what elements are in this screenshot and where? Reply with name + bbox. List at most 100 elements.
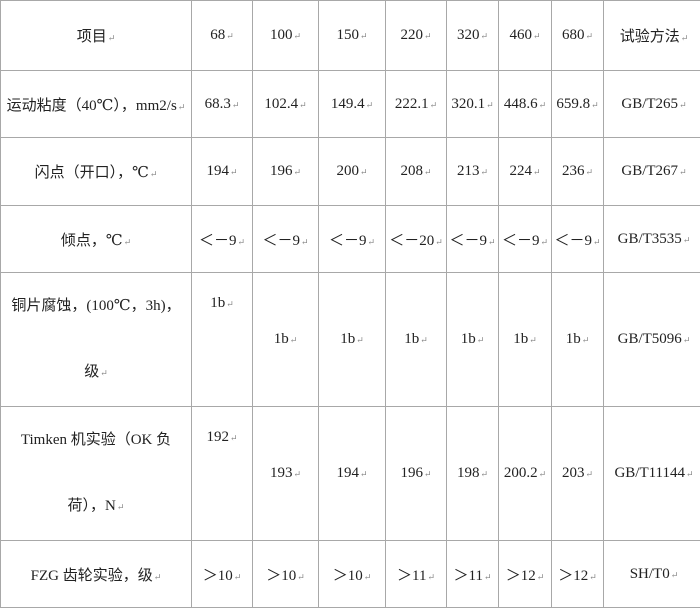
table-row: 铜片腐蚀，(100℃，3h)，级 1b 1b 1b 1b 1b 1b 1b GB/T5096 [0, 272, 700, 407]
row-label: Timken 机实验（OK 负荷），N [0, 406, 192, 541]
header-cell: 试验方法 [603, 0, 700, 71]
method-cell: GB/T11144 [603, 406, 700, 541]
value-cell: ＜－9 [551, 205, 604, 273]
method-cell: GB/T3535 [603, 205, 700, 273]
value-cell: 194 [191, 137, 253, 206]
value-cell-text: ＞11 [454, 568, 492, 584]
method-cell-text: GB/T5096 [618, 331, 691, 347]
value-cell: 194 [318, 406, 386, 541]
row-label-text: 运动粘度（40℃），mm2/s [7, 98, 186, 114]
row-label: 倾点，℃ [0, 205, 192, 273]
value-cell: ＜－20 [385, 205, 447, 273]
header-cell: 100 [252, 0, 319, 71]
value-cell: ＞12 [551, 540, 604, 608]
value-cell-text: 236 [562, 163, 593, 179]
method-cell-text: GB/T11144 [614, 465, 693, 481]
value-cell-text: ＜－9 [199, 233, 245, 249]
value-cell-text: 208 [400, 163, 431, 179]
value-cell-text: 196 [270, 163, 301, 179]
row-label-text: Timken 机实验（OK 负荷），N [21, 432, 171, 514]
table-row: 倾点，℃ ＜－9 ＜－9 ＜－9 ＜－20 ＜－9 ＜－9 ＜－9 GB/T3535 [0, 205, 700, 273]
row-label: 闪点（开口），℃ [0, 137, 192, 206]
value-cell-text: 203 [562, 465, 593, 481]
value-cell: 659.8 [551, 70, 604, 138]
value-cell-text: 1b [210, 295, 234, 311]
value-cell-text: ＜－9 [329, 233, 375, 249]
header-cell: 680 [551, 0, 604, 71]
value-cell: ＜－9 [252, 205, 319, 273]
value-cell: 208 [385, 137, 447, 206]
method-cell: GB/T265 [603, 70, 700, 138]
value-cell: ＞10 [191, 540, 253, 608]
row-label: 运动粘度（40℃），mm2/s [0, 70, 192, 138]
value-cell: 224 [498, 137, 552, 206]
header-row: 项目 68 100 150 220 320 460 680 试验方法 [0, 0, 700, 71]
value-cell-text: ＞12 [558, 568, 597, 584]
value-cell-text: ＞11 [397, 568, 435, 584]
value-cell: ＜－9 [446, 205, 499, 273]
value-cell-text: 102.4 [264, 96, 306, 112]
header-cell: 项目 [0, 0, 192, 71]
value-cell-text: ＞10 [266, 568, 305, 584]
method-cell-text: SH/T0 [630, 566, 679, 582]
value-cell-text: 198 [457, 465, 488, 481]
value-cell-text: ＞10 [333, 568, 372, 584]
row-label-text: 倾点，℃ [61, 233, 131, 249]
method-cell-text: GB/T267 [621, 163, 686, 179]
value-cell: 149.4 [318, 70, 386, 138]
value-cell: 192 [191, 406, 253, 541]
value-cell-text: ＞12 [506, 568, 545, 584]
value-cell-text: 1b [274, 331, 298, 347]
value-cell: 448.6 [498, 70, 552, 138]
value-cell-text: 196 [400, 465, 431, 481]
value-cell: ＜－9 [191, 205, 253, 273]
value-cell-text: ＜－9 [262, 233, 308, 249]
header-cell: 320 [446, 0, 499, 71]
row-label-text: FZG 齿轮实验，级 [31, 568, 162, 584]
value-cell: 102.4 [252, 70, 319, 138]
value-cell-text: ＜－9 [554, 233, 600, 249]
value-cell-text: ＜－20 [389, 233, 443, 249]
value-cell-text: 194 [206, 163, 237, 179]
table-row: Timken 机实验（OK 负荷），N 192 193 194 196 198 200.2 2… [0, 406, 700, 541]
value-cell-text: 149.4 [331, 96, 373, 112]
header-cell: 460 [498, 0, 552, 71]
row-label: FZG 齿轮实验，级 [0, 540, 192, 608]
value-cell-text: ＜－9 [449, 233, 495, 249]
method-cell-text: GB/T3535 [618, 231, 691, 247]
value-cell: 196 [252, 137, 319, 206]
value-cell-text: 1b [404, 331, 428, 347]
value-cell-text: 192 [206, 429, 237, 445]
header-cell: 68 [191, 0, 253, 71]
value-cell-text: 1b [340, 331, 364, 347]
value-cell: ＞12 [498, 540, 552, 608]
value-cell: ＞11 [385, 540, 447, 608]
table-row: 运动粘度（40℃），mm2/s 68.3 102.4 149.4 222.1 320.1 4… [0, 70, 700, 138]
method-cell: GB/T267 [603, 137, 700, 206]
method-cell: SH/T0 [603, 540, 700, 608]
row-label: 铜片腐蚀，(100℃，3h)，级 [0, 272, 192, 407]
value-cell: 213 [446, 137, 499, 206]
value-cell-text: 448.6 [504, 96, 546, 112]
value-cell: 1b [318, 272, 386, 407]
value-cell-text: 224 [509, 163, 540, 179]
value-cell-text: 200.2 [504, 465, 546, 481]
value-cell-text: 1b [513, 331, 537, 347]
value-cell: ＜－9 [498, 205, 552, 273]
value-cell: 200 [318, 137, 386, 206]
value-cell: 320.1 [446, 70, 499, 138]
value-cell-text: ＜－9 [502, 233, 548, 249]
header-cell: 150 [318, 0, 386, 71]
value-cell: 1b [252, 272, 319, 407]
value-cell-text: 200 [336, 163, 367, 179]
value-cell: ＞11 [446, 540, 499, 608]
value-cell: 1b [446, 272, 499, 407]
value-cell-text: 194 [336, 465, 367, 481]
value-cell: 198 [446, 406, 499, 541]
value-cell-text: ＞10 [203, 568, 242, 584]
value-cell-text: 193 [270, 465, 301, 481]
value-cell-text: 659.8 [556, 96, 598, 112]
value-cell: 236 [551, 137, 604, 206]
header-cell: 220 [385, 0, 447, 71]
value-cell-text: 320.1 [451, 96, 493, 112]
